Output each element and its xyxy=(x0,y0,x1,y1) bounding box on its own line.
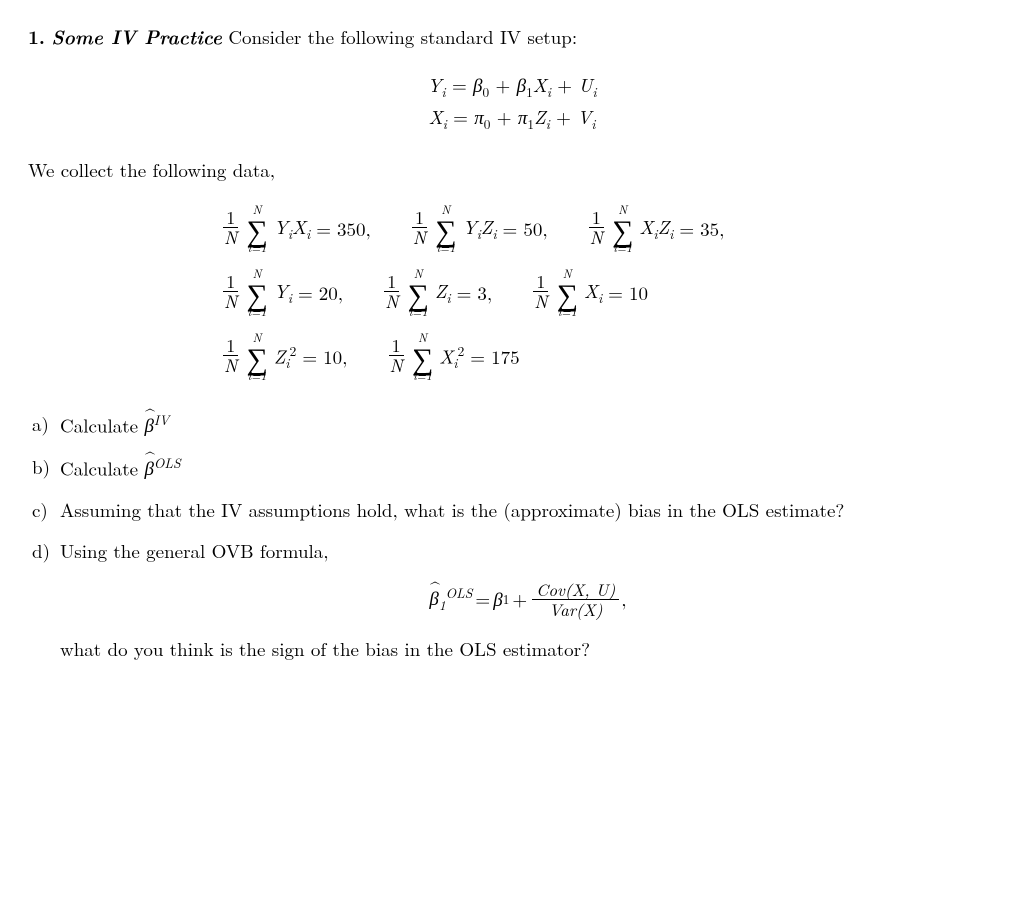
data-intro: We collect the following data, xyxy=(28,157,996,183)
sigma-icon: N ∑ i=1 xyxy=(612,204,633,254)
summand: Xi xyxy=(584,278,602,307)
problem-title-rest: Consider the following standard IV setup… xyxy=(228,23,577,50)
sample-moment: 1N N ∑ i=1 YiZi = 50, xyxy=(407,201,548,257)
one-over-N: 1N xyxy=(382,273,401,312)
summand: YiXi xyxy=(274,214,310,243)
sample-moments: 1N N ∑ i=1 YiXi = 350, 1N N ∑ i=1 YiZi =… xyxy=(218,197,996,389)
one-over-N: 1N xyxy=(221,273,240,312)
part-a: a) Calculate βIV xyxy=(32,411,996,438)
moments-row: 1N N ∑ i=1 Yi = 20, 1N N ∑ i=1 Zi = 3, 1… xyxy=(218,265,648,321)
part-text: Using the general OVB formula, xyxy=(60,537,329,564)
moment-value: 10 xyxy=(629,280,648,306)
ovb-formula: β1OLS = β1 + Cov(X, U) Var(X) , xyxy=(60,580,996,618)
ovb-fraction: Cov(X, U) Var(X) xyxy=(532,580,619,618)
summand: YiZi xyxy=(463,214,497,243)
estimator-symbol: β xyxy=(144,455,153,481)
one-over-N: 1N xyxy=(221,209,240,248)
model-equations: Yi = β0 + β1Xi + Ui Xi = π0 + π1Zi + Vi xyxy=(28,70,996,135)
moment-value: 50, xyxy=(523,216,547,242)
ovb-lhs-sup: OLS xyxy=(446,583,473,602)
ovb-frac-den: Var(X) xyxy=(545,600,607,619)
sample-moment: 1N N ∑ i=1 Zi2 = 10, xyxy=(218,329,347,385)
sigma-icon: N ∑ i=1 xyxy=(246,268,267,318)
estimator-superscript: IV xyxy=(154,410,169,429)
sample-moment: 1N N ∑ i=1 XiZi = 35, xyxy=(584,201,725,257)
part-d-after: what do you think is the sign of the bia… xyxy=(60,636,996,662)
part-text: Calculate xyxy=(60,411,144,438)
one-over-N: 1N xyxy=(221,337,240,376)
part-text: Calculate xyxy=(60,454,144,481)
problem-number: 1. xyxy=(28,22,45,50)
sample-moment: 1N N ∑ i=1 YiXi = 350, xyxy=(218,201,371,257)
moment-value: 20, xyxy=(319,280,343,306)
part-b: b) Calculate βOLS xyxy=(32,454,996,481)
sigma-icon: N ∑ i=1 xyxy=(412,332,433,382)
part-c: c) Assuming that the IV assumptions hold… xyxy=(32,497,996,523)
summand: Zi2 xyxy=(274,342,297,372)
sample-moment: 1N N ∑ i=1 Yi = 20, xyxy=(218,265,343,321)
one-over-N: 1N xyxy=(531,273,550,312)
moments-row: 1N N ∑ i=1 Zi2 = 10, 1N N ∑ i=1 Xi2 = 17… xyxy=(218,329,520,385)
summand: Yi xyxy=(274,278,292,307)
ovb-rhs-first-sub: 1 xyxy=(503,590,510,608)
moment-value: 3, xyxy=(477,280,492,306)
one-over-N: 1N xyxy=(587,209,606,248)
moment-value: 10, xyxy=(323,344,347,370)
question-parts: a) Calculate βIV b) Calculate βOLS c) As… xyxy=(32,411,996,662)
part-d: d) Using the general OVB formula, β1OLS … xyxy=(32,538,996,662)
first-stage-equation: Xi = π0 + π1Zi + Vi xyxy=(429,104,596,133)
summand: Xi2 xyxy=(439,342,464,372)
moments-row: 1N N ∑ i=1 YiXi = 350, 1N N ∑ i=1 YiZi =… xyxy=(218,201,724,257)
one-over-N: 1N xyxy=(386,337,405,376)
sigma-icon: N ∑ i=1 xyxy=(435,204,456,254)
problem-heading: 1. Some IV Practice Consider the followi… xyxy=(28,24,996,50)
part-label: b) xyxy=(32,454,60,480)
sigma-icon: N ∑ i=1 xyxy=(246,332,267,382)
structural-equation: Yi = β0 + β1Xi + Ui xyxy=(427,72,596,101)
sigma-icon: N ∑ i=1 xyxy=(246,204,267,254)
estimator-symbol: β xyxy=(144,412,153,438)
moment-value: 350, xyxy=(337,216,371,242)
sample-moment: 1N N ∑ i=1 Xi = 10 xyxy=(528,265,648,321)
ovb-lhs-sym: β xyxy=(429,585,438,611)
summand: Zi xyxy=(435,278,451,307)
sigma-icon: N ∑ i=1 xyxy=(557,268,578,318)
moment-value: 35, xyxy=(700,216,724,242)
sigma-icon: N ∑ i=1 xyxy=(407,268,428,318)
part-text: Assuming that the IV assumptions hold, w… xyxy=(60,497,996,523)
part-label: a) xyxy=(32,411,60,437)
ovb-rhs-first: β xyxy=(493,586,502,612)
problem-title: Some IV Practice xyxy=(51,22,222,50)
estimator-superscript: OLS xyxy=(154,453,181,472)
moment-value: 175 xyxy=(491,344,520,370)
sample-moment: 1N N ∑ i=1 Xi2 = 175 xyxy=(383,329,519,385)
summand: XiZi xyxy=(639,214,673,243)
part-label: d) xyxy=(32,538,60,564)
part-label: c) xyxy=(32,497,60,523)
sample-moment: 1N N ∑ i=1 Zi = 3, xyxy=(379,265,492,321)
one-over-N: 1N xyxy=(410,209,429,248)
